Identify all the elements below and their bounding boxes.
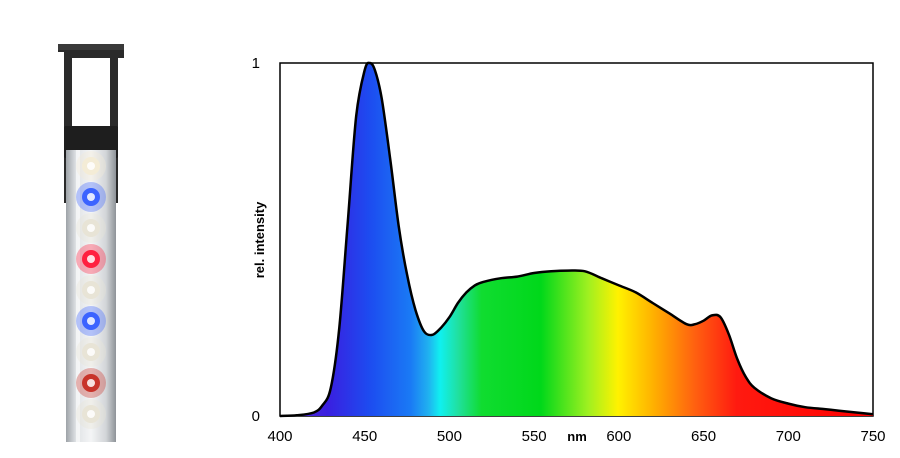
x-tick-label: 400 (267, 428, 292, 445)
x-tick-label: 700 (776, 428, 801, 445)
x-tick-label: 450 (352, 428, 377, 445)
led-highlight (87, 224, 95, 232)
x-tick-label: 650 (691, 428, 716, 445)
led-highlight (87, 286, 95, 294)
led-highlight (87, 255, 95, 263)
y-tick-label: 0 (252, 408, 260, 425)
led-fixture-image (58, 44, 124, 442)
x-tick-label: 600 (606, 428, 631, 445)
x-axis-ticks: 400 450 500 550 600 650 700 750 (267, 428, 885, 445)
led-highlight (87, 193, 95, 201)
x-tick-label: 750 (860, 428, 885, 445)
led-highlight (87, 379, 95, 387)
x-tick-label: 550 (522, 428, 547, 445)
y-tick-label: 1 (252, 55, 260, 72)
spectrum-line (279, 61, 874, 418)
led-highlight (87, 162, 95, 170)
led-strip (76, 151, 106, 429)
led-highlight (87, 317, 95, 325)
x-tick-label: 500 (437, 428, 462, 445)
y-axis-title: rel. intensity (252, 201, 267, 278)
x-axis-title: nm (567, 429, 587, 444)
led-highlight (87, 348, 95, 356)
spectrum-chart: 400 450 500 550 600 650 700 750 01 nm rel. inte… (252, 55, 886, 445)
y-axis-ticks: 01 (252, 55, 260, 425)
led-highlight (87, 410, 95, 418)
